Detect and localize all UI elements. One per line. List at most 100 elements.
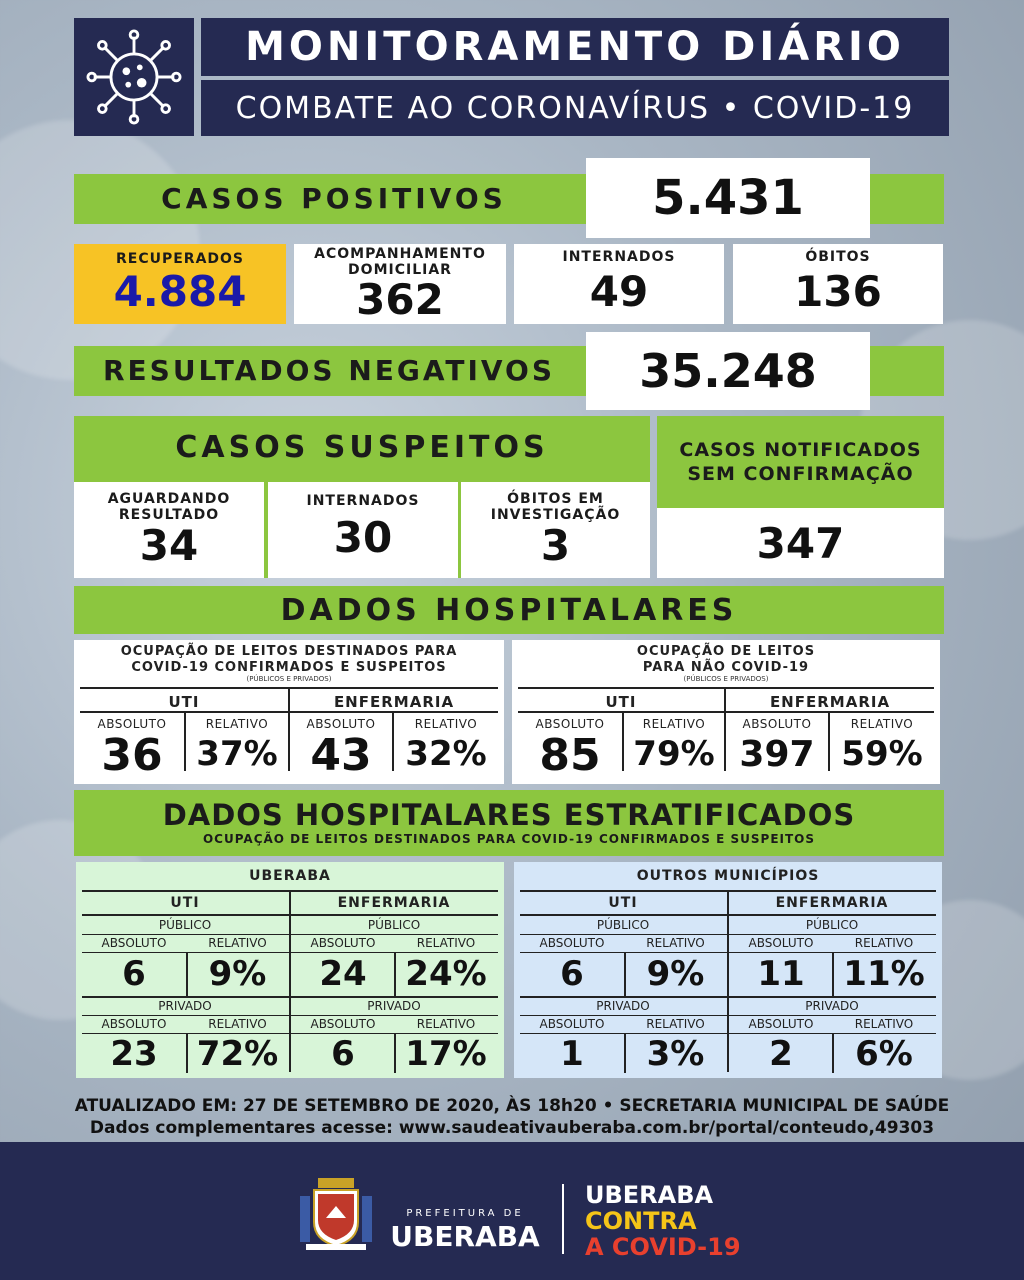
outros-uti: UTI <box>608 895 638 911</box>
notificados-panel: CASOS NOTIFICADOS SEM CONFIRMAÇÃO <box>657 416 944 508</box>
logo-box <box>74 18 194 136</box>
positivos-label: CASOS POSITIVOS <box>161 182 507 215</box>
footer-divider <box>562 1184 564 1254</box>
slogan-2: CONTRA <box>585 1207 697 1235</box>
outros-enf: ENFERMARIA <box>775 895 889 911</box>
outros-pub-rel-label-3: RELATIVO <box>854 936 914 950</box>
uberaba-pub-abs-label-2: ABSOLUTO <box>310 936 376 950</box>
acompanhamento-label: ACOMPANHAMENTO DOMICILIAR <box>314 246 486 278</box>
obitos-box: ÓBITOS 136 <box>733 244 943 324</box>
prefeitura-big: UBERABA <box>390 1220 540 1253</box>
covid-title-2: COVID-19 CONFIRMADOS E SUSPEITOS <box>74 660 504 675</box>
outros-priv-abs-label-2: ABSOLUTO <box>748 1017 814 1031</box>
nao-covid-note: (PÚBLICOS E PRIVADOS) <box>683 675 769 683</box>
outros-pub-val-3: 11% <box>843 954 925 994</box>
nao-covid-uti-abs-label: ABSOLUTO <box>535 717 605 731</box>
covid-table: OCUPAÇÃO DE LEITOS DESTINADOS PARA COVID… <box>74 640 504 784</box>
negativos-label: RESULTADOS NEGATIVOS <box>102 354 556 387</box>
uberaba-title: UBERABA <box>249 868 331 884</box>
nao-covid-title-2b: NÃO COVID-19 <box>690 660 810 675</box>
notificados-label: CASOS NOTIFICADOS SEM CONFIRMAÇÃO <box>679 439 922 485</box>
outros-priv-rel-label-3: RELATIVO <box>854 1017 914 1031</box>
negativos-value: 35.248 <box>586 332 870 410</box>
nao-covid-enf-abs: 397 <box>739 734 815 775</box>
outros-pub-val-2: 11 <box>757 954 805 994</box>
outros-priv-val-1: 3% <box>646 1034 705 1074</box>
outros-table: OUTROS MUNICÍPIOS UTI ENFERMARIA PÚBLICO PÚB… <box>514 862 942 1078</box>
outros-pub-rel-label-1: RELATIVO <box>646 936 705 950</box>
outros-title: OUTROS MUNICÍPIOS <box>636 868 820 884</box>
outros-uti-priv: PRIVADO <box>596 999 650 1013</box>
uberaba-pub-rel-label-3: RELATIVO <box>416 936 476 950</box>
aguardando-box: AGUARDANDO RESULTADO 34 <box>74 482 264 578</box>
nao-covid-uti-label: UTI <box>605 693 637 711</box>
covid-enf-rel-label: RELATIVO <box>414 717 478 731</box>
footer: PREFEITURA DE UBERABA UBERABA CONTRA A C… <box>0 1142 1024 1280</box>
slogan-1: UBERABA <box>585 1181 714 1209</box>
susp-internados-label: INTERNADOS <box>306 493 420 509</box>
acompanhamento-value: 362 <box>356 275 444 324</box>
covid-title-2b: CONFIRMADOS E SUSPEITOS <box>214 660 447 675</box>
uberaba-pub-abs-label-0: ABSOLUTO <box>101 936 167 950</box>
uberaba-priv-rel-label-3: RELATIVO <box>416 1017 476 1031</box>
suspeitos-label: CASOS SUSPEITOS <box>175 430 549 465</box>
covid-uti-rel: 37% <box>196 734 278 774</box>
obitos-value: 136 <box>794 267 882 316</box>
internados-value: 49 <box>589 267 649 316</box>
nao-covid-table: OCUPAÇÃO DE LEITOS PARA NÃO COVID-19 (PÚ… <box>512 640 940 784</box>
recuperados-box: RECUPERADOS 4.884 <box>74 244 286 324</box>
uberaba-priv-val-1: 72% <box>196 1034 279 1074</box>
obitos-investigacao-box: ÓBITOS EM INVESTIGAÇÃO 3 <box>461 482 650 578</box>
recuperados-value: 4.884 <box>113 267 247 316</box>
covid-enf-abs: 43 <box>310 730 372 781</box>
uberaba-enf: ENFERMARIA <box>337 895 451 911</box>
uberaba-pub-rel-label-1: RELATIVO <box>208 936 267 950</box>
nao-covid-uti-rel: 79% <box>633 734 715 774</box>
virus-icon <box>86 29 182 125</box>
covid-enf-rel: 32% <box>405 734 487 774</box>
page-title: MONITORAMENTO DIÁRIO <box>201 18 949 76</box>
outros-enf-pub: PÚBLICO <box>805 918 859 932</box>
uberaba-priv-val-3: 17% <box>405 1034 487 1074</box>
acompanhamento-box: ACOMPANHAMENTO DOMICILIAR 362 <box>294 244 506 324</box>
nao-covid-enf-rel-label: RELATIVO <box>850 717 914 731</box>
estratificados-banner: DADOS HOSPITALARES ESTRATIFICADOS OCUPAÇ… <box>74 790 944 856</box>
covid-enf-label: ENFERMARIA <box>333 693 455 711</box>
nao-covid-uti-rel-label: RELATIVO <box>642 717 706 731</box>
outros-priv-abs-label-0: ABSOLUTO <box>539 1017 605 1031</box>
hospitalares-title: DADOS HOSPITALARES <box>74 586 944 634</box>
internados-box: INTERNADOS 49 <box>514 244 724 324</box>
estratificados-subtitle: OCUPAÇÃO DE LEITOS DESTINADOS PARA COVID… <box>202 832 816 846</box>
notificados-value: 347 <box>657 508 944 578</box>
complementares-text: Dados complementares acesse: www.saudeat… <box>89 1118 935 1138</box>
coat-of-arms-icon <box>300 1178 372 1250</box>
outros-enf-priv: PRIVADO <box>805 999 859 1013</box>
covid-uti-label: UTI <box>168 693 200 711</box>
nao-covid-title-2a: PARA <box>642 660 691 675</box>
uberaba-priv-abs-label-2: ABSOLUTO <box>310 1017 376 1031</box>
nao-covid-enf-rel: 59% <box>841 734 923 774</box>
covid-uti-rel-label: RELATIVO <box>205 717 269 731</box>
outros-priv-val-2: 2 <box>769 1034 793 1074</box>
uberaba-priv-rel-label-1: RELATIVO <box>208 1017 267 1031</box>
susp-internados-value: 30 <box>333 513 393 562</box>
positivos-value: 5.431 <box>586 158 870 238</box>
uberaba-uti-priv: PRIVADO <box>158 999 212 1013</box>
obitos-label: ÓBITOS <box>805 249 871 265</box>
outros-pub-val-1: 9% <box>646 954 705 994</box>
uberaba-pub-val-2: 24 <box>319 954 367 994</box>
covid-uti-abs: 36 <box>101 730 163 781</box>
uberaba-priv-val-0: 23 <box>110 1034 158 1074</box>
outros-priv-val-0: 1 <box>560 1034 584 1074</box>
susp-internados-box: INTERNADOS 30 <box>268 482 458 578</box>
nao-covid-title-1: OCUPAÇÃO DE LEITOS <box>636 644 816 659</box>
covid-note: (PÚBLICOS E PRIVADOS) <box>246 675 332 683</box>
covid-uti-abs-label: ABSOLUTO <box>97 717 167 731</box>
page-subtitle: COMBATE AO CORONAVÍRUS • COVID-19 <box>201 80 949 136</box>
uberaba-priv-val-2: 6 <box>331 1034 355 1074</box>
estratificados-title: DADOS HOSPITALARES ESTRATIFICADOS <box>162 798 856 832</box>
outros-priv-val-3: 6% <box>855 1034 913 1074</box>
obitos-investigacao-label: ÓBITOS EM INVESTIGAÇÃO <box>490 491 621 523</box>
nao-covid-uti-abs: 85 <box>539 730 601 781</box>
uberaba-pub-val-0: 6 <box>122 954 146 994</box>
